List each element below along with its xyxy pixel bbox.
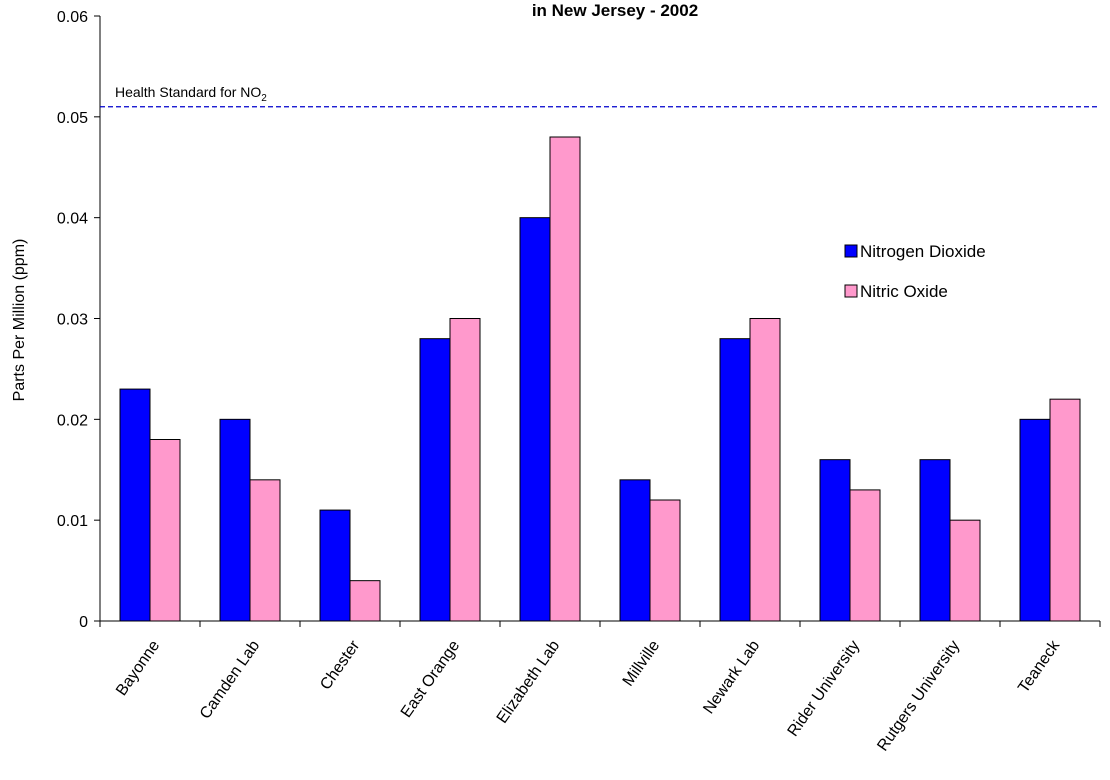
bar-nitric-oxide-newark-lab (749, 318, 781, 622)
bar-nitrogen-dioxide-teaneck (1019, 418, 1051, 622)
bar-nitrogen-dioxide-elizabeth-lab (519, 217, 551, 622)
health-standard-label-subscript: 2 (261, 93, 267, 104)
bar-nitric-oxide-rutgers-university (949, 519, 981, 622)
legend-swatch-nitric-oxide (844, 284, 858, 298)
y-tick-label: 0.01 (57, 513, 88, 530)
bar-nitrogen-dioxide-chester (319, 509, 351, 622)
bar-nitric-oxide-rider-university (849, 489, 881, 622)
legend: Nitrogen Dioxide Nitric Oxide (844, 242, 986, 301)
y-tick-label: 0.04 (57, 211, 88, 228)
bar-nitric-oxide-chester (349, 580, 381, 622)
reference-line-group: Health Standard for NO2 (100, 84, 1100, 108)
x-tick-label: Rutgers University (874, 638, 963, 755)
bar-nitrogen-dioxide-rider-university (819, 459, 851, 622)
x-tick-label: Teaneck (1015, 637, 1064, 696)
bar-nitrogen-dioxide-rutgers-university (919, 459, 951, 622)
bar-nitric-oxide-east-orange (449, 318, 481, 622)
y-tick-label: 0.02 (57, 412, 88, 429)
x-tick-label: Newark Lab (700, 637, 763, 717)
y-axis-label: Parts Per Million (ppm) (11, 239, 28, 402)
y-tick-label: 0 (79, 614, 88, 631)
bar-nitrogen-dioxide-millville (619, 479, 651, 622)
y-tick-label: 0.03 (57, 312, 88, 329)
x-tick-label: Bayonne (113, 637, 163, 699)
health-standard-label-text: Health Standard for NO (115, 84, 261, 100)
bar-nitric-oxide-elizabeth-lab (549, 136, 581, 622)
bar-nitrogen-dioxide-bayonne (119, 388, 151, 622)
bars-group (119, 136, 1081, 622)
x-tick-label: Camden Lab (197, 637, 264, 722)
bar-nitric-oxide-millville (649, 499, 681, 622)
bar-nitric-oxide-teaneck (1049, 398, 1081, 622)
bar-nitric-oxide-bayonne (149, 439, 181, 622)
legend-swatch-nitrogen-dioxide (844, 244, 858, 258)
x-tick-label: East Orange (398, 637, 464, 720)
bar-nitrogen-dioxide-camden-lab (219, 418, 251, 622)
y-tick-label: 0.06 (57, 9, 88, 26)
bar-nitric-oxide-camden-lab (249, 479, 281, 622)
legend-label-nitrogen-dioxide: Nitrogen Dioxide (860, 242, 986, 261)
chart-title: in New Jersey - 2002 (532, 1, 698, 20)
x-tick-label: Millville (620, 637, 664, 689)
x-tick-label: Chester (317, 637, 363, 693)
y-tick-label: 0.05 (57, 110, 88, 127)
bar-nitrogen-dioxide-newark-lab (719, 338, 751, 622)
x-tick-label: Elizabeth Lab (494, 637, 564, 726)
x-tick-label: Rider University (785, 638, 864, 740)
legend-label-nitric-oxide: Nitric Oxide (860, 282, 948, 301)
bar-nitrogen-dioxide-east-orange (419, 338, 451, 622)
health-standard-label: Health Standard for NO2 (115, 84, 267, 104)
